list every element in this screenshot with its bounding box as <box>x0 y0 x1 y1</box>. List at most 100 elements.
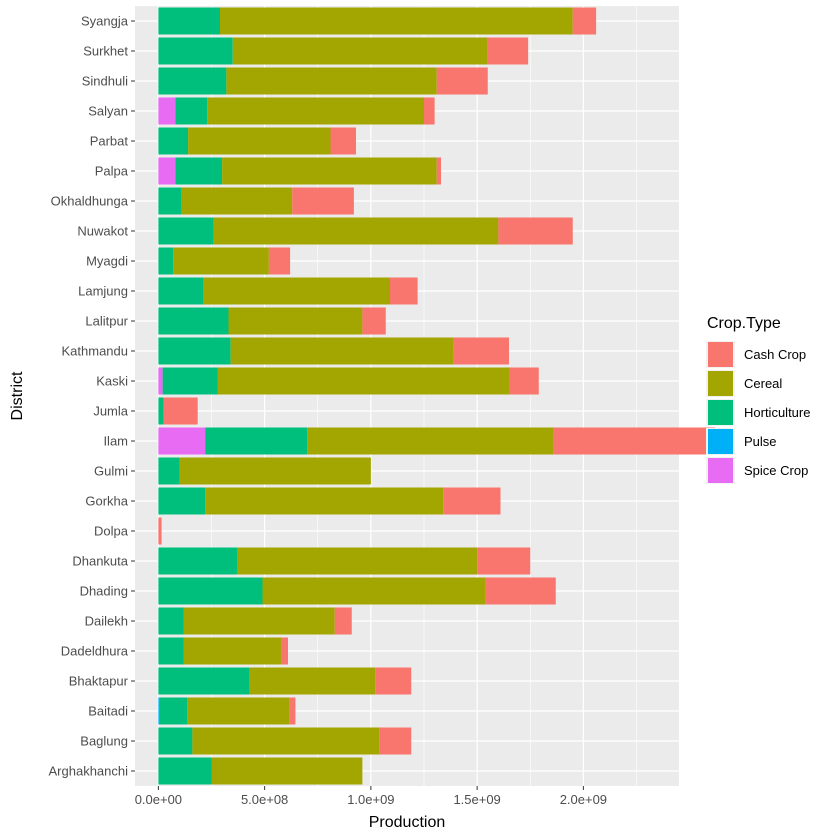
bar-segment <box>375 667 412 695</box>
bar-segment <box>249 667 376 695</box>
bar-segment <box>158 697 160 725</box>
bar-segment <box>158 127 189 155</box>
bar-segment <box>158 607 184 635</box>
legend-label: Horticulture <box>744 405 810 420</box>
bars <box>158 7 716 785</box>
bar-segment <box>158 97 176 125</box>
bar-segment <box>158 487 206 515</box>
legend-swatch <box>708 429 733 454</box>
bar-segment <box>158 337 231 365</box>
y-tick-label: Parbat <box>90 134 129 149</box>
y-axis: Syangja Surkhet Sindhuli Salyan Parbat Palpa O… <box>49 14 135 779</box>
y-tick-label: Palpa <box>95 164 129 179</box>
y-tick-label: Kathmandu <box>62 344 129 359</box>
bar-segment <box>158 67 227 95</box>
bar-segment <box>158 667 250 695</box>
bar-segment <box>158 427 206 455</box>
bar-segment <box>572 7 597 35</box>
bar-segment <box>222 157 437 185</box>
bar-segment <box>188 127 331 155</box>
bar-segment <box>158 277 203 305</box>
bar-segment <box>158 187 182 215</box>
bar-segment <box>443 487 501 515</box>
bar-segment <box>362 307 386 335</box>
bar-segment <box>158 157 176 185</box>
bar-segment <box>181 187 293 215</box>
legend-label: Cereal <box>744 376 782 391</box>
bar-segment <box>158 637 184 665</box>
bar-segment <box>232 37 488 65</box>
legend: Crop.Type Cash Crop Cereal Horticulture Pul… <box>706 315 810 484</box>
legend-label: Cash Crop <box>744 347 806 362</box>
bar-segment <box>262 577 486 605</box>
bar-segment <box>217 367 509 395</box>
bar-segment <box>487 37 529 65</box>
bar-segment <box>228 307 363 335</box>
bar-segment <box>307 427 554 455</box>
bar-segment <box>379 727 412 755</box>
bar-segment <box>162 367 218 395</box>
x-axis-title: Production <box>369 814 446 831</box>
bar-segment <box>158 217 214 245</box>
y-tick-label: Gorkha <box>85 494 128 509</box>
y-tick-label: Dolpa <box>94 524 129 539</box>
bar-segment <box>436 157 441 185</box>
bar-segment <box>158 7 220 35</box>
bar-segment <box>183 637 282 665</box>
bar-segment <box>158 727 193 755</box>
y-tick-label: Lamjung <box>78 284 128 299</box>
legend-swatch <box>708 342 733 367</box>
bar-segment <box>498 217 573 245</box>
bar-segment <box>159 697 188 725</box>
legend-label: Spice Crop <box>744 463 808 478</box>
bar-segment <box>330 127 356 155</box>
bar-segment <box>453 337 509 365</box>
y-tick-label: Sindhuli <box>82 74 128 89</box>
x-axis: 0.0e+00 5.0e+08 1.0e+09 1.5e+09 2.0e+09 <box>135 786 607 807</box>
y-tick-label: Salyan <box>88 104 128 119</box>
bar-segment <box>183 607 335 635</box>
bar-segment <box>226 67 437 95</box>
bar-segment <box>192 727 380 755</box>
bar-segment <box>158 37 233 65</box>
bar-segment <box>281 637 288 665</box>
bar-segment <box>158 757 212 785</box>
bar-segment <box>230 337 454 365</box>
y-axis-title: District <box>9 371 26 420</box>
bar-segment <box>158 367 163 395</box>
bar-segment <box>187 697 290 725</box>
legend-swatch <box>708 371 733 396</box>
bar-segment <box>485 577 556 605</box>
bar-segment <box>158 517 162 545</box>
y-tick-label: Nuwakot <box>77 224 128 239</box>
bar-segment <box>207 97 424 125</box>
y-tick-label: Gulmi <box>94 464 128 479</box>
y-tick-label: Jumla <box>93 404 128 419</box>
y-tick-label: Kaski <box>96 374 128 389</box>
bar-segment <box>175 97 208 125</box>
y-tick-label: Dhankuta <box>72 554 128 569</box>
bar-segment <box>211 757 363 785</box>
y-tick-label: Surkhet <box>83 44 128 59</box>
y-tick-label: Myagdi <box>86 254 128 269</box>
bar-segment <box>158 577 263 605</box>
legend-swatch <box>708 400 733 425</box>
y-tick-label: Ilam <box>103 434 128 449</box>
bar-segment <box>205 487 444 515</box>
y-tick-label: Baglung <box>80 734 128 749</box>
y-tick-label: Dailekh <box>85 614 128 629</box>
bar-segment <box>390 277 418 305</box>
bar-segment <box>424 97 435 125</box>
bar-segment <box>334 607 352 635</box>
bar-segment <box>158 307 229 335</box>
bar-segment <box>292 187 354 215</box>
y-tick-label: Baitadi <box>88 704 128 719</box>
y-tick-label: Syangja <box>81 14 129 29</box>
y-tick-label: Bhaktapur <box>69 674 129 689</box>
bar-segment <box>220 7 573 35</box>
legend-title: Crop.Type <box>707 315 781 332</box>
bar-segment <box>158 247 174 275</box>
bar-segment <box>158 457 180 485</box>
bar-segment <box>509 367 539 395</box>
